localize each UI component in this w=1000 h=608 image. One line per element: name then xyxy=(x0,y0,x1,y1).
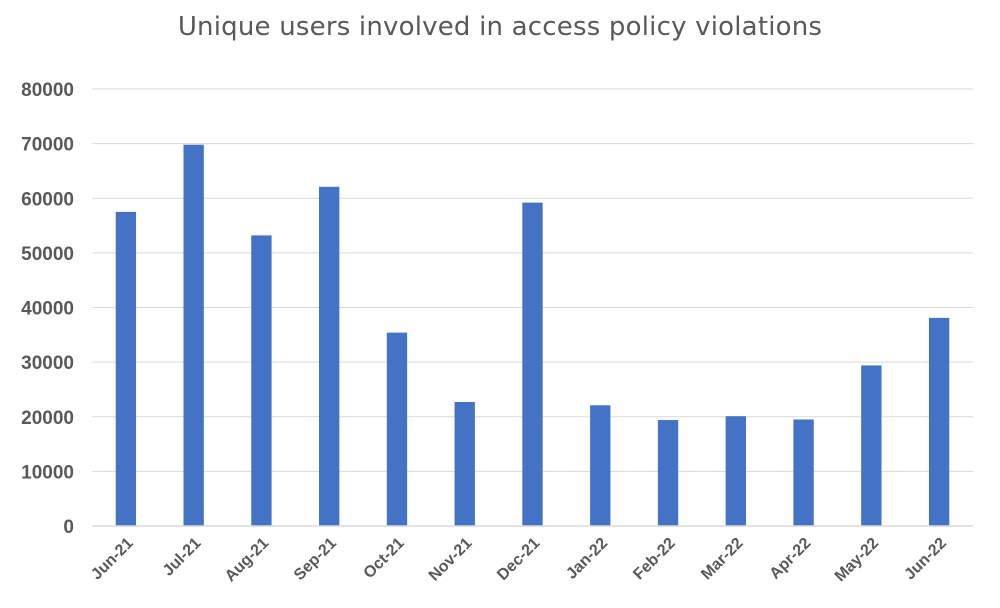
x-tick-label: Jun-21 xyxy=(88,535,137,584)
bar-feb-22 xyxy=(657,420,679,526)
bar-may-22 xyxy=(861,365,882,526)
x-tick-label: Feb-22 xyxy=(630,535,679,584)
bar-oct-21 xyxy=(386,332,408,526)
x-tick-label: Jun-22 xyxy=(901,535,950,584)
bars xyxy=(115,144,950,526)
x-tick-label: Nov-21 xyxy=(426,535,476,585)
y-tick-label: 60000 xyxy=(21,189,74,210)
x-tick-label: Aug-21 xyxy=(222,535,272,585)
bar-sep-21 xyxy=(319,186,340,526)
bar-jun-22 xyxy=(928,317,950,526)
y-tick-labels: 0 10000 20000 30000 40000 50000 60000 70000 8000… xyxy=(21,80,74,538)
x-tick-label: Mar-22 xyxy=(698,535,747,584)
y-tick-label: 40000 xyxy=(21,299,74,320)
y-tick-label: 30000 xyxy=(21,353,74,374)
bar-jul-21 xyxy=(183,144,204,526)
y-tick-label: 80000 xyxy=(21,80,74,101)
y-tick-label: 10000 xyxy=(21,462,74,483)
x-tick-label: Apr-22 xyxy=(767,535,815,583)
bar-jun-21 xyxy=(115,211,137,526)
bar-apr-22 xyxy=(793,419,814,526)
bar-dec-21 xyxy=(522,202,543,526)
y-tick-label: 50000 xyxy=(21,244,74,265)
x-tick-label: Sep-21 xyxy=(291,535,340,584)
bar-nov-21 xyxy=(454,402,475,526)
y-tick-label: 20000 xyxy=(21,408,74,429)
x-tick-label: May-22 xyxy=(832,535,882,585)
chart-title: Unique users involved in access policy v… xyxy=(177,12,823,42)
x-tick-label: Jan-22 xyxy=(563,535,611,583)
y-tick-label: 0 xyxy=(63,517,74,538)
x-tick-label: Jul-21 xyxy=(160,535,205,580)
x-tick-label: Oct-21 xyxy=(361,535,408,582)
bar-jan-22 xyxy=(590,405,611,526)
bar-aug-21 xyxy=(251,235,272,526)
x-tick-labels: Jun-21 Jul-21 Aug-21 Sep-21 Oct-21 Nov-21 Dec-… xyxy=(88,535,950,585)
x-tick-label: Dec-21 xyxy=(494,535,543,584)
y-tick-label: 70000 xyxy=(21,135,74,156)
bar-mar-22 xyxy=(725,416,746,526)
